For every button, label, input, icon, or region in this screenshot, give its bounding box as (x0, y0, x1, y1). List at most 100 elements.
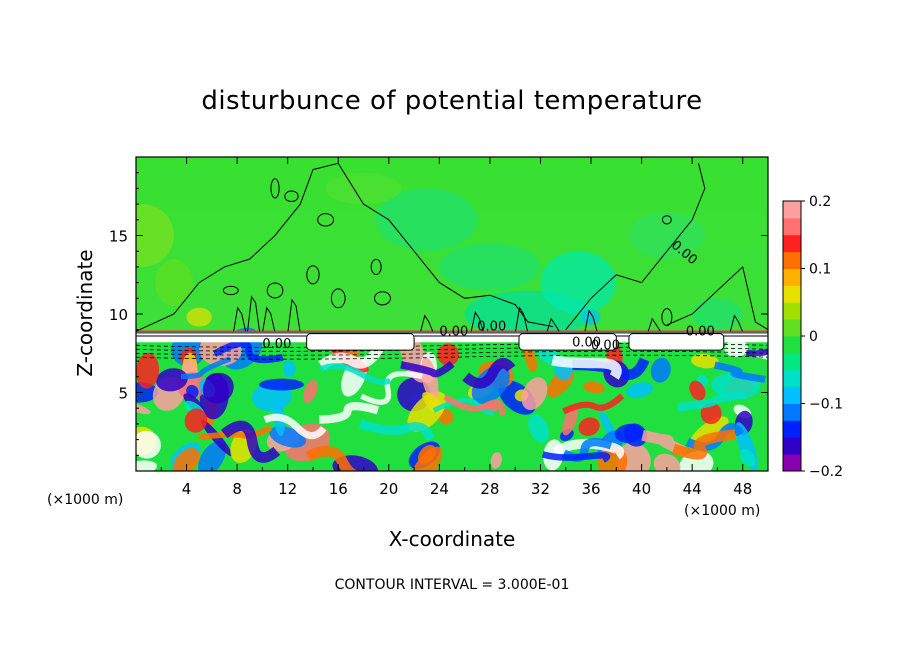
plume-contour (515, 306, 529, 332)
swirl-feature (562, 393, 625, 415)
field-patch (628, 211, 705, 260)
x-tick-label: 36 (581, 480, 600, 498)
colorbar-swatch (783, 437, 801, 455)
contour-label: 0.00 (262, 337, 291, 352)
inversion-band (136, 331, 768, 343)
plume-contour (420, 314, 434, 332)
plume-contour (729, 314, 743, 332)
field-patch (186, 307, 212, 327)
turbulence-blob (626, 382, 653, 399)
swirl-feature (220, 420, 281, 463)
x-tick-label: 8 (232, 480, 242, 498)
turbulence-blob (490, 452, 502, 469)
colorbar-swatch (783, 403, 801, 421)
y-tick-label: 15 (109, 228, 128, 246)
plume-contour (262, 306, 276, 332)
swirl-feature (319, 402, 379, 424)
swirl-feature (360, 371, 423, 405)
x-tick-label: 4 (182, 480, 192, 498)
colorbar-tick-label: 0 (809, 329, 818, 345)
contour-box (628, 333, 725, 351)
turbulence-blob (689, 380, 706, 401)
field-patch (581, 309, 601, 325)
x-tick-label: 12 (278, 480, 297, 498)
colorbar-swatch (783, 302, 801, 320)
dashed-contour (136, 343, 768, 348)
turbulence-blob (156, 368, 188, 392)
turbulence-blob (136, 352, 160, 389)
swirl-feature (318, 343, 385, 371)
swirl-feature (305, 445, 362, 471)
contour-label: 0.00 (439, 324, 468, 339)
x-tick-label: 24 (430, 480, 449, 498)
turbulence-blob (136, 460, 157, 471)
swirl-feature (713, 361, 766, 383)
field-patch (540, 251, 617, 314)
x-tick-label: 40 (632, 480, 651, 498)
turbulence-blob (650, 357, 671, 383)
swirl-feature (462, 358, 516, 389)
turbulence-blob (521, 377, 548, 411)
closed-contour (222, 285, 239, 296)
zero-contour-right (565, 163, 706, 331)
y-axis-label: Z-coordinate (73, 249, 97, 377)
colorbar-swatch (783, 201, 801, 219)
plume-contour (647, 317, 661, 332)
plume-contour (233, 306, 247, 332)
x-tick-label: 48 (733, 480, 752, 498)
closed-contour (270, 178, 280, 199)
turbulence-blob (282, 360, 296, 377)
colorbar-swatch (783, 336, 801, 354)
swirl-feature (753, 349, 768, 360)
turbulence-blob (259, 378, 304, 391)
swirl-feature (180, 356, 232, 380)
field-patch (692, 298, 743, 330)
colorbar-swatch (783, 217, 801, 236)
contour-box (518, 333, 617, 351)
swirl-feature (746, 348, 768, 357)
turbulence-blob (691, 353, 719, 369)
colorbar-swatch (783, 268, 801, 286)
swirl-feature (443, 394, 506, 416)
closed-contour (317, 213, 335, 227)
swirl-feature (541, 451, 611, 463)
field-patch (154, 259, 193, 307)
turbulence-blob (700, 402, 722, 425)
turbulence-blob (653, 453, 681, 471)
x-tick-label: 16 (329, 480, 348, 498)
turbulence-blob (202, 372, 234, 404)
dashed-contour (136, 354, 768, 360)
contour-label: 0.00 (572, 335, 601, 350)
colorbar-swatch (783, 251, 801, 269)
contour-box (306, 333, 415, 351)
swirl-feature (400, 360, 455, 378)
swirl-feature (641, 430, 689, 458)
y-tick-label: 10 (109, 306, 128, 324)
swirl-feature (358, 419, 435, 442)
colorbar-swatch (783, 369, 801, 388)
x-tick-label: 28 (480, 480, 499, 498)
field-patch (136, 204, 174, 267)
plume-contour (247, 295, 261, 332)
turbulence-blob (136, 430, 161, 459)
x-axis-label: X-coordinate (388, 527, 516, 551)
turbulence-blob (724, 340, 749, 357)
dashed-contour (136, 350, 768, 356)
colorbar-swatch (783, 386, 801, 404)
chart-title: disturbunce of potential temperature (201, 86, 703, 116)
colorbar-swatch (783, 352, 801, 371)
field-patch (439, 243, 541, 291)
turbulence-blob (198, 441, 226, 471)
turbulence-blob (583, 381, 605, 394)
turbulence-blob (417, 444, 437, 465)
plume-contour (584, 309, 598, 332)
x-unit-left: (×1000 m) (47, 492, 124, 508)
turbulence-blob (578, 417, 600, 436)
closed-contour (330, 288, 346, 309)
colorbar-swatch (783, 319, 801, 337)
colorbar-tick-label: −0.1 (809, 397, 843, 413)
zero-contour-far-right (666, 265, 768, 331)
plume-contour (287, 298, 301, 332)
